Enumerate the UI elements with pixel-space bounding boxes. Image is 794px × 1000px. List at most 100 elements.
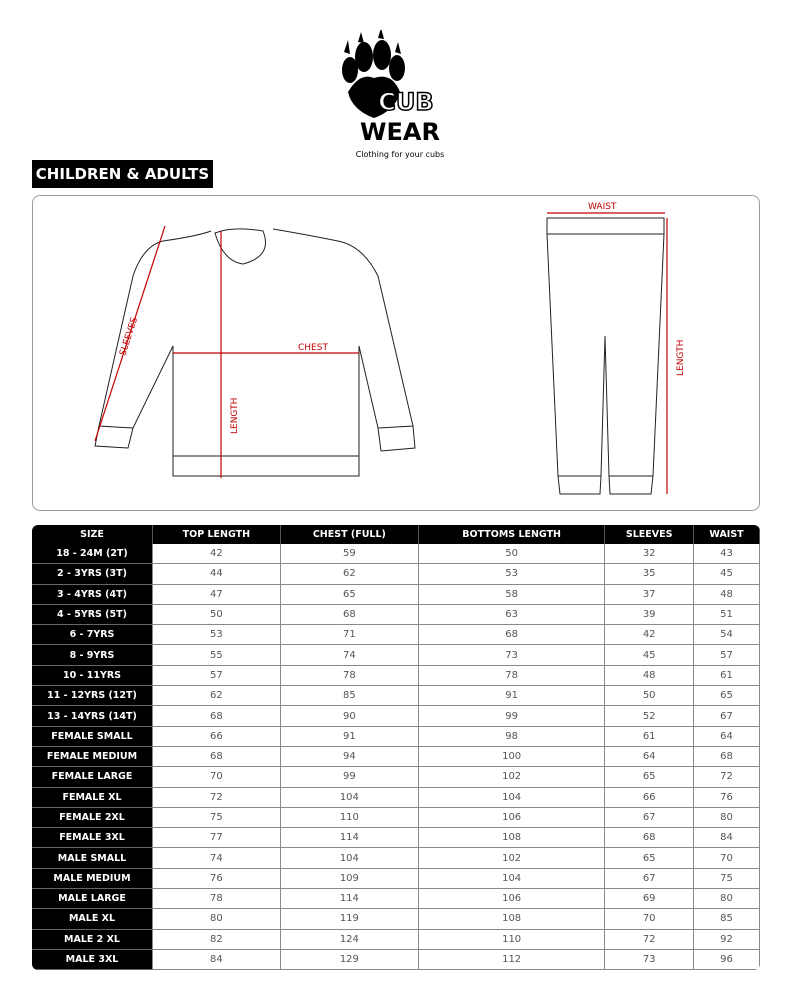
measurement-cell: 65 — [605, 848, 695, 869]
measurement-cell: 45 — [605, 645, 695, 666]
measurement-cell: 65 — [605, 767, 695, 788]
measurement-cell: 64 — [694, 726, 760, 747]
measurement-cell: 99 — [419, 706, 606, 727]
table-row: MALE XL 80 119 108 70 85 — [32, 909, 760, 930]
measurement-cell: 99 — [280, 767, 419, 788]
measurement-cell: 47 — [153, 584, 281, 605]
measurement-cell: 109 — [280, 868, 419, 890]
table-row: 6 - 7YRS 53 71 68 42 54 — [32, 625, 760, 646]
measurement-cell: 68 — [694, 746, 760, 768]
measurement-cell: 74 — [280, 645, 419, 666]
size-label: FEMALE 3XL — [32, 828, 153, 849]
size-label: FEMALE XL — [32, 787, 153, 808]
measurement-cell: 114 — [280, 889, 419, 910]
cub-wear-logo: CUB WEAR Clothing for your cubs — [330, 28, 470, 165]
table-row: MALE LARGE 78 114 106 69 80 — [32, 889, 760, 910]
size-label: FEMALE MEDIUM — [32, 746, 153, 768]
measurement-cell: 72 — [153, 787, 281, 808]
size-chart-table: SIZE TOP LENGTH CHEST (FULL) BOTTOMS LENGTH… — [32, 525, 760, 971]
measurement-cell: 44 — [153, 564, 281, 585]
column-header: SLEEVES — [605, 525, 695, 544]
table-row: FEMALE SMALL 66 91 98 61 64 — [32, 726, 760, 747]
measurement-cell: 53 — [153, 625, 281, 646]
measurement-cell: 78 — [419, 665, 606, 687]
measurement-cell: 106 — [419, 807, 606, 829]
section-title: CHILDREN & ADULTS — [32, 160, 213, 188]
table-row: 13 - 14YRS (14T) 68 90 99 52 67 — [32, 706, 760, 727]
measurement-cell: 70 — [605, 909, 695, 930]
chest-label: CHEST — [298, 343, 328, 353]
measurement-cell: 119 — [280, 909, 419, 930]
measurement-cell: 85 — [280, 686, 419, 707]
measurement-cell: 75 — [153, 807, 281, 829]
measurement-cell: 69 — [605, 889, 695, 910]
size-label: MALE 3XL — [32, 949, 153, 971]
measurement-cell: 73 — [605, 949, 695, 971]
table-row: 18 - 24M (2T) 42 59 50 32 43 — [32, 544, 760, 565]
table-row: FEMALE 3XL 77 114 108 68 84 — [32, 828, 760, 849]
measurement-cell: 110 — [419, 929, 606, 950]
measurement-cell: 102 — [419, 767, 606, 788]
column-header: TOP LENGTH — [153, 525, 281, 544]
measurement-cell: 48 — [694, 584, 760, 605]
size-label: 18 - 24M (2T) — [32, 544, 153, 565]
measurement-cell: 43 — [694, 544, 760, 565]
measurement-cell: 50 — [419, 544, 606, 565]
table-row: 11 - 12YRS (12T) 62 85 91 50 65 — [32, 686, 760, 707]
measurement-cell: 82 — [153, 929, 281, 950]
measurement-cell: 64 — [605, 746, 695, 768]
size-label: 3 - 4YRS (4T) — [32, 584, 153, 605]
pants-outline — [546, 217, 665, 495]
measurement-cell: 91 — [280, 726, 419, 747]
measurement-cell: 78 — [280, 665, 419, 687]
measurement-cell: 51 — [694, 604, 760, 626]
measurement-cell: 75 — [694, 868, 760, 890]
measurement-cell: 76 — [694, 787, 760, 808]
logo-cub-text: CUB — [378, 88, 433, 116]
measurement-cell: 32 — [605, 544, 695, 565]
measurement-cell: 85 — [694, 909, 760, 930]
table-row: MALE SMALL 74 104 102 65 70 — [32, 848, 760, 869]
measurement-cell: 66 — [153, 726, 281, 747]
table-header-row: SIZE TOP LENGTH CHEST (FULL) BOTTOMS LENGTH… — [32, 525, 760, 544]
measurement-cell: 63 — [419, 604, 606, 626]
table-row: FEMALE 2XL 75 110 106 67 80 — [32, 807, 760, 829]
table-row: MALE 2 XL 82 124 110 72 92 — [32, 929, 760, 950]
sleeves-line — [94, 225, 166, 442]
measurement-cell: 70 — [694, 848, 760, 869]
table-row: 8 - 9YRS 55 74 73 45 57 — [32, 645, 760, 666]
measurement-cell: 129 — [280, 949, 419, 971]
measurement-cell: 68 — [153, 746, 281, 768]
measurement-cell: 110 — [280, 807, 419, 829]
logo-wear-text: WEAR — [360, 118, 440, 146]
measurement-cell: 72 — [605, 929, 695, 950]
measurement-cell: 68 — [153, 706, 281, 727]
size-label: 11 - 12YRS (12T) — [32, 686, 153, 707]
measurement-cell: 80 — [153, 909, 281, 930]
waist-label: WAIST — [588, 202, 617, 212]
table-row: FEMALE LARGE 70 99 102 65 72 — [32, 767, 760, 788]
measurement-cell: 65 — [694, 686, 760, 707]
measurement-cell: 37 — [605, 584, 695, 605]
measurement-cell: 114 — [280, 828, 419, 849]
size-label: MALE 2 XL — [32, 929, 153, 950]
measurement-cell: 67 — [605, 807, 695, 829]
sweatshirt-outline — [94, 228, 416, 477]
measurement-cell: 98 — [419, 726, 606, 747]
measurement-cell: 100 — [419, 746, 606, 768]
measurement-cell: 92 — [694, 929, 760, 950]
measurement-cell: 57 — [694, 645, 760, 666]
measurement-cell: 84 — [153, 949, 281, 971]
size-label: FEMALE 2XL — [32, 807, 153, 829]
measurement-cell: 90 — [280, 706, 419, 727]
measurement-cell: 78 — [153, 889, 281, 910]
measurement-cell: 65 — [280, 584, 419, 605]
size-label: 8 - 9YRS — [32, 645, 153, 666]
size-label: 10 - 11YRS — [32, 665, 153, 687]
table-row: 4 - 5YRS (5T) 50 68 63 39 51 — [32, 604, 760, 626]
measurement-cell: 48 — [605, 665, 695, 687]
size-label: 6 - 7YRS — [32, 625, 153, 646]
measurement-cell: 84 — [694, 828, 760, 849]
measurement-cell: 112 — [419, 949, 606, 971]
measurement-cell: 68 — [280, 604, 419, 626]
